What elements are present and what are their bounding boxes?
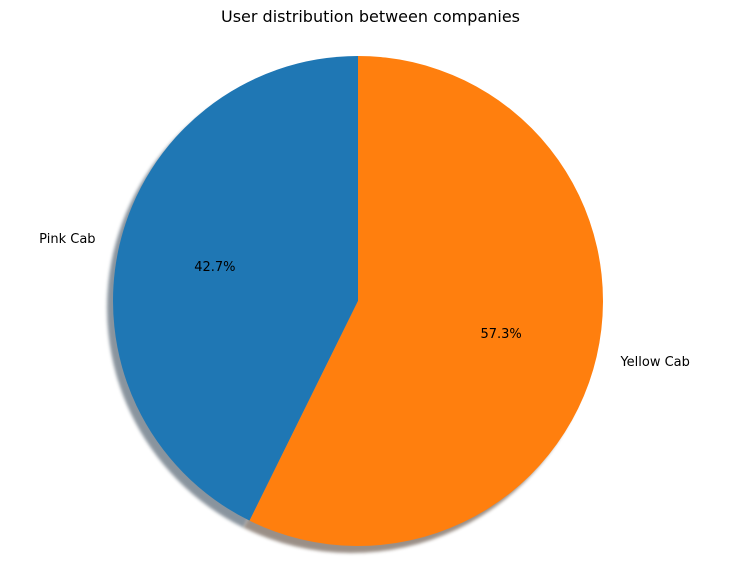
slice-yellow-cab bbox=[249, 56, 603, 546]
slice-percent-pink-cab: 42.7% bbox=[194, 260, 235, 275]
slice-percent-yellow-cab: 57.3% bbox=[480, 327, 521, 342]
pie-labels: Pink Cab 42.7% Yellow Cab 57.3% bbox=[39, 232, 690, 370]
pie-slices bbox=[112, 56, 603, 546]
slice-pink-cab bbox=[112, 56, 358, 521]
chart-title: User distribution between companies bbox=[221, 7, 520, 26]
slice-label-pink-cab: Pink Cab bbox=[39, 232, 95, 247]
slice-label-yellow-cab: Yellow Cab bbox=[619, 355, 689, 370]
